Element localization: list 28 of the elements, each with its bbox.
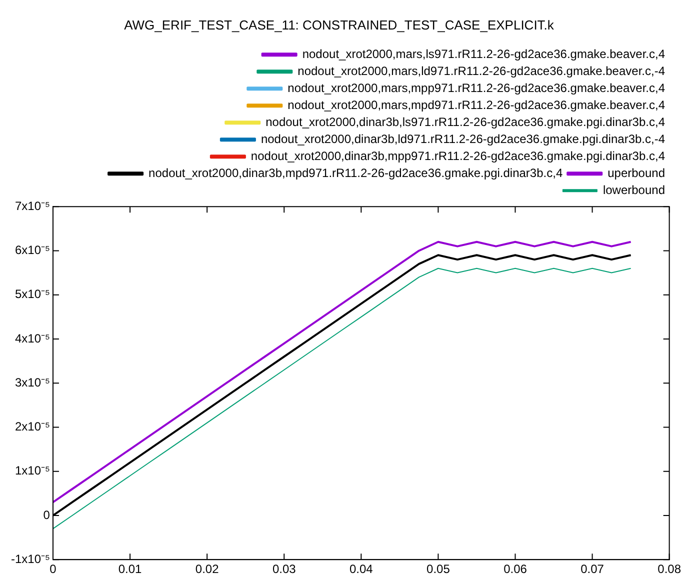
chart-title: AWG_ERIF_TEST_CASE_11: CONSTRAINED_TEST_CASE_EXPLICIT.k [124, 17, 554, 32]
x-tick-label: 0.08 [658, 562, 682, 576]
x-tick-label: 0.06 [504, 562, 528, 576]
legend-label: uperbound [608, 166, 666, 180]
legend-label: nodout_xrot2000,dinar3b,mpd971.rR11.2-26-gd2ace36.gmake.pgi.dinar3b.c,4 [148, 166, 563, 180]
legend-label: nodout_xrot2000,dinar3b,ld971.rR11.2-26-gd2ace36.gmake.pgi.dinar3b.c,-4 [260, 132, 666, 146]
x-tick-label: 0.02 [195, 562, 220, 576]
legend-label: nodout_xrot2000,mars,ld971.rR11.2-26-gd2ace36.gmake.beaver.c,-4 [298, 64, 666, 78]
y-tick-label: 0 [43, 508, 50, 522]
x-tick-label: 0.05 [426, 562, 450, 576]
legend-label: nodout_xrot2000,dinar3b,ls971.rR11.2-26-gd2ace36.gmake.pgi.dinar3b.c,4 [266, 114, 666, 129]
legend-label: nodout_xrot2000,mars,ls971.rR11.2-26-gd2ace36.gmake.beaver.c,4 [302, 46, 666, 61]
y-tick-label: -1x10⁻⁵ [10, 552, 50, 566]
y-tick-label: 3x10⁻⁵ [14, 375, 50, 390]
legend-label: nodout_xrot2000,mars,mpp971.rR11.2-26-gd2ace36.gmake.beaver.c,4 [288, 80, 666, 95]
x-tick-label: 0.03 [272, 562, 296, 576]
y-tick-label: 4x10⁻⁵ [14, 331, 50, 346]
x-tick-label: 0.07 [580, 562, 604, 576]
y-tick-label: 2x10⁻⁵ [14, 420, 50, 434]
y-tick-label: 7x10⁻⁵ [14, 198, 50, 213]
legend-label: lowerbound [602, 182, 665, 197]
x-tick-label: 0.04 [349, 562, 374, 576]
y-tick-label: 5x10⁻⁵ [14, 287, 50, 302]
y-tick-label: 6x10⁻⁵ [14, 243, 50, 258]
x-tick-label: 0.01 [118, 562, 142, 576]
legend-label: nodout_xrot2000,dinar3b,mpp971.rR11.2-26-gd2ace36.gmake.pgi.dinar3b.c,4 [250, 148, 666, 163]
y-tick-label: 1x10⁻⁵ [14, 464, 50, 478]
legend-label: nodout_xrot2000,mars,mpd971.rR11.2-26-gd2ace36.gmake.beaver.c,4 [288, 98, 666, 112]
